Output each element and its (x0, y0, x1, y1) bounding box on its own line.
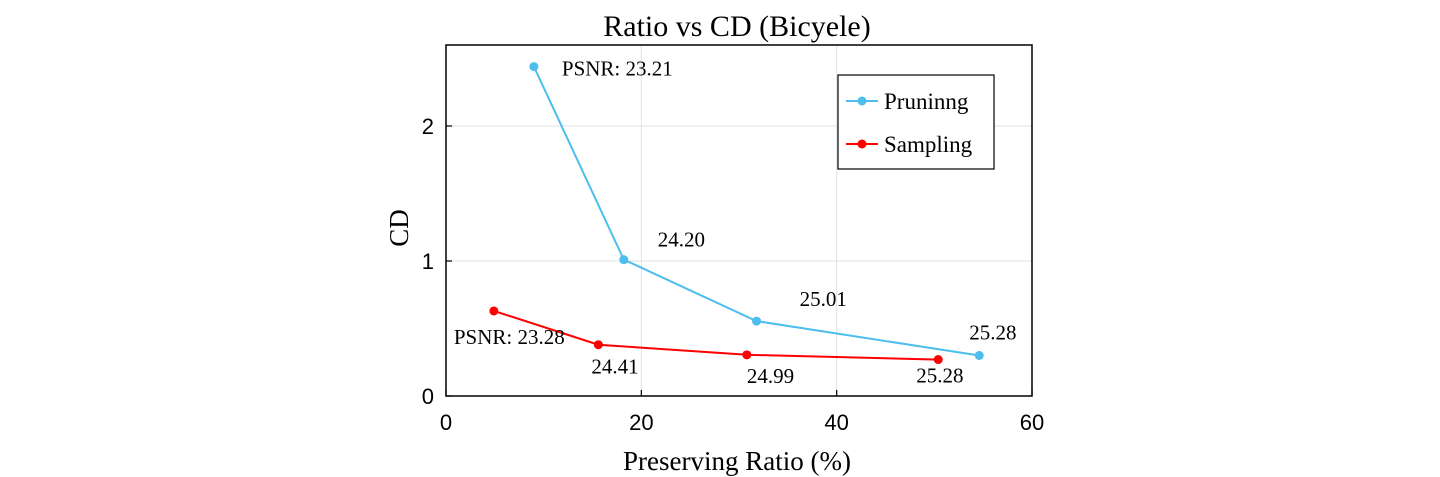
data-point-sampling (933, 355, 943, 365)
x-tick-label: 20 (629, 410, 653, 435)
data-label-sampling: 25.28 (916, 364, 963, 388)
data-labels: PSNR: 23.21 24.20 25.01 25.28 PSNR: 23.28 24.… (454, 57, 1017, 388)
data-point-pruninng (529, 62, 539, 72)
data-point-sampling (593, 340, 603, 350)
legend-marker-sampling (857, 139, 867, 149)
data-label-pruninng: 25.01 (800, 287, 847, 311)
y-axis-label: CD (384, 209, 414, 247)
data-label-pruninng: 24.20 (658, 228, 705, 252)
data-label-sampling: 24.99 (747, 364, 794, 388)
y-tick-label: 1 (422, 249, 434, 274)
data-label-sampling: 24.41 (591, 355, 638, 379)
series (489, 62, 984, 365)
axis-ticks: 0 20 40 60 0 1 2 (422, 114, 1044, 435)
data-label-sampling: PSNR: 23.28 (454, 325, 565, 349)
chart-title: Ratio vs CD (Bicyele) (603, 10, 870, 43)
data-label-pruninng: 25.28 (969, 321, 1016, 345)
data-point-pruninng (752, 316, 762, 326)
legend-box (837, 74, 995, 170)
series-line-sampling (493, 309, 939, 361)
x-tick-label: 0 (440, 410, 452, 435)
legend: Pruninng Sampling (837, 74, 995, 170)
legend-label-pruninng: Pruninng (884, 89, 969, 114)
data-point-pruninng (619, 255, 629, 265)
data-point-sampling (742, 350, 752, 360)
data-point-pruninng (974, 351, 984, 360)
data-label-pruninng: PSNR: 23.21 (562, 57, 673, 81)
plot-area (445, 44, 1033, 397)
legend-marker-pruninng (857, 96, 867, 106)
legend-label-sampling: Sampling (884, 132, 973, 157)
x-axis-label: Preserving Ratio (%) (623, 446, 851, 476)
data-point-sampling (489, 306, 499, 316)
y-tick-label: 0 (422, 384, 434, 409)
y-tick-label: 2 (422, 114, 434, 139)
x-tick-label: 60 (1020, 410, 1044, 435)
series-line-pruninng (532, 66, 980, 357)
x-tick-label: 40 (824, 410, 848, 435)
